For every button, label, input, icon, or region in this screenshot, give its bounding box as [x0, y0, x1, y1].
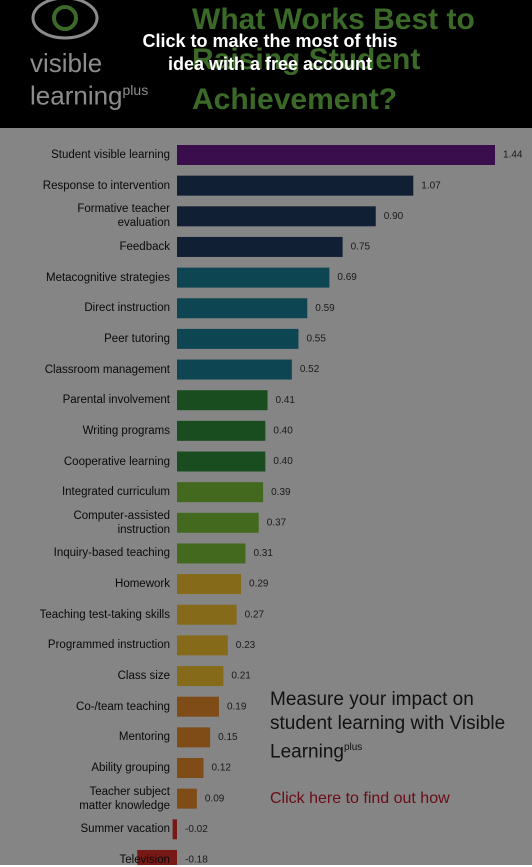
category-label: Class size: [117, 670, 170, 683]
category-label: Peer tutoring: [104, 332, 170, 345]
bar: [177, 512, 259, 533]
bar: [177, 788, 197, 809]
value-label: 0.23: [236, 640, 256, 651]
category-label: Homework: [115, 578, 170, 591]
value-label: 0.39: [271, 487, 291, 498]
category-label: Student visible learning: [51, 149, 170, 161]
value-label: 0.15: [218, 732, 238, 743]
category-label: Inquiry-based teaching: [53, 547, 170, 560]
bar: [177, 298, 308, 319]
bar: [177, 635, 228, 656]
bar: [177, 145, 495, 165]
bar: [177, 451, 266, 472]
value-label: 0.40: [273, 456, 293, 467]
bar: [177, 666, 224, 687]
logo: [31, 0, 99, 40]
value-label: 0.27: [245, 609, 265, 620]
bar: [172, 819, 177, 840]
category-label: Teacher subject matter knowledge: [79, 785, 170, 812]
overlay-text[interactable]: Click to make the most of this idea with…: [142, 31, 398, 74]
value-label: 1.07: [421, 180, 441, 191]
bar: [177, 696, 219, 717]
promo-text: Measure your impact on student learning …: [270, 689, 506, 763]
value-label: 0.90: [384, 211, 404, 222]
category-label: Integrated curriculum: [61, 486, 170, 499]
category-label: Writing programs: [82, 424, 170, 437]
value-label: 0.75: [351, 242, 371, 253]
value-label: 0.69: [337, 272, 357, 283]
bar: [177, 758, 204, 778]
bar: [177, 206, 376, 227]
category-label: Ability grouping: [91, 762, 170, 774]
title: What Works Best to Raising Student Achie…: [192, 3, 475, 116]
value-label: 0.52: [300, 364, 320, 375]
category-label: Feedback: [119, 240, 170, 253]
promo-link[interactable]: Click here to find out how: [270, 790, 450, 807]
bar: [177, 236, 343, 257]
value-label: 0.09: [205, 793, 225, 804]
category-label: Programmed instruction: [47, 639, 170, 652]
value-label: 1.44: [503, 150, 523, 161]
bar: [177, 390, 268, 411]
category-label: Co-/team teaching: [76, 700, 170, 713]
header: visible learningplus What Works Best to …: [0, 0, 532, 128]
brand: visible learningplus: [30, 50, 148, 110]
category-label: Response to intervention: [42, 179, 170, 192]
category-label: Classroom management: [44, 363, 170, 376]
brand-sup: plus: [122, 82, 149, 98]
bar: [177, 328, 299, 349]
bar: [177, 175, 414, 196]
brand-text: visible learning: [30, 48, 123, 111]
category-label: Teaching test-taking skills: [39, 608, 170, 621]
value-label: 0.19: [227, 701, 247, 712]
value-label: 0.59: [315, 303, 335, 314]
value-label: 0.12: [212, 763, 232, 774]
bar: [177, 574, 242, 595]
category-label: Formative teacher evaluation: [77, 203, 170, 230]
bar: [177, 267, 330, 288]
value-label: 0.29: [249, 579, 269, 590]
value-label: -0.02: [185, 824, 208, 835]
promo: Measure your impact on student learning …: [270, 688, 510, 764]
value-label: 0.31: [253, 548, 273, 559]
bar: [177, 604, 237, 625]
bar: [177, 359, 292, 380]
value-label: 0.21: [231, 671, 251, 682]
category-label: Cooperative learning: [63, 455, 170, 468]
category-label: Television: [119, 853, 171, 866]
value-label: -0.18: [185, 855, 208, 865]
category-label: Mentoring: [118, 731, 170, 744]
category-label: Parental involvement: [62, 394, 170, 407]
category-label: Metacognitive strategies: [45, 271, 170, 284]
category-label: Summer vacation: [80, 823, 170, 836]
bar: [137, 849, 177, 865]
category-label: Computer-assisted instruction: [73, 509, 170, 536]
bar: [177, 420, 266, 441]
value-label: 0.41: [276, 395, 296, 406]
value-label: 0.37: [267, 517, 287, 528]
promo-sup: plus: [343, 742, 363, 753]
category-label: Direct instruction: [84, 302, 170, 315]
bar: [177, 543, 246, 564]
value-label: 0.55: [306, 334, 326, 345]
value-label: 0.40: [273, 425, 293, 436]
bar: [177, 482, 264, 503]
bar: [177, 727, 211, 748]
